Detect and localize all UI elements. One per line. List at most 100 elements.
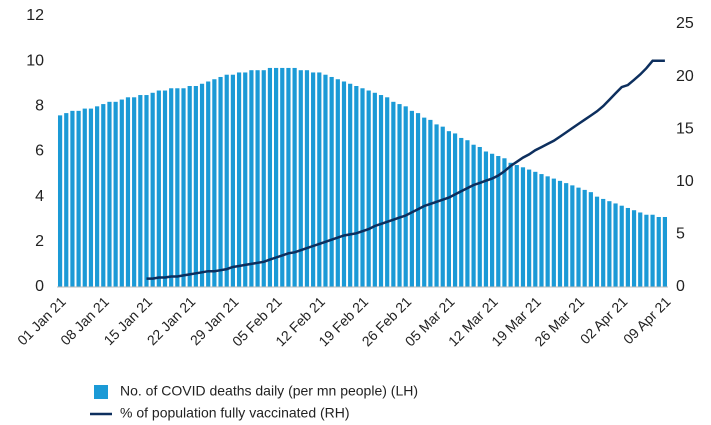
bar	[582, 189, 587, 287]
bar	[181, 88, 186, 288]
bar	[576, 187, 581, 287]
bar	[273, 67, 279, 287]
bar	[119, 99, 124, 287]
bar	[150, 92, 155, 288]
bar	[317, 72, 322, 287]
bar	[354, 86, 359, 287]
bar	[76, 110, 81, 287]
bar	[175, 88, 180, 288]
legend-label: No. of COVID deaths daily (per mn people…	[120, 383, 418, 399]
bar	[144, 95, 149, 288]
bar	[650, 214, 655, 287]
y2-tick-label: 20	[676, 68, 694, 85]
bar	[533, 171, 538, 287]
bar	[638, 212, 643, 287]
bar	[514, 165, 519, 287]
bar	[588, 192, 593, 287]
bar	[64, 113, 69, 287]
bar	[422, 117, 427, 287]
bar	[193, 86, 198, 287]
bar	[280, 67, 285, 287]
bar	[88, 108, 94, 287]
bar	[508, 162, 513, 287]
y2-tick-label: 5	[676, 226, 685, 243]
bar	[378, 95, 384, 288]
y-tick-label: 2	[35, 233, 44, 250]
bar	[662, 216, 668, 287]
bar	[644, 214, 649, 287]
bar	[360, 88, 365, 288]
y2-tick-label: 25	[676, 15, 694, 32]
bar	[483, 151, 489, 287]
bar	[113, 101, 118, 287]
bar	[199, 83, 205, 287]
bar	[236, 72, 242, 287]
bar	[292, 67, 297, 287]
bar	[341, 81, 347, 287]
bar	[335, 79, 340, 287]
bar	[286, 67, 291, 287]
bar	[397, 104, 402, 287]
bar	[594, 196, 600, 287]
bar	[101, 104, 106, 287]
x-tick-label: 09 Apr 21	[620, 293, 674, 347]
y-tick-label: 10	[26, 52, 44, 69]
bar	[169, 88, 174, 288]
bar	[607, 201, 612, 287]
bar	[348, 83, 353, 287]
bar	[138, 95, 143, 288]
bar	[564, 183, 569, 287]
bar	[459, 137, 464, 287]
bar	[656, 216, 661, 287]
bar	[243, 72, 248, 287]
bar	[70, 110, 75, 287]
bar	[625, 207, 630, 287]
y2-tick-label: 15	[676, 120, 694, 137]
bar	[631, 210, 637, 287]
bar	[206, 81, 211, 287]
bar	[372, 92, 377, 288]
bar	[452, 133, 458, 287]
bar	[95, 106, 100, 287]
bar	[465, 140, 470, 287]
bar	[249, 70, 254, 287]
bar	[230, 74, 235, 287]
bar	[557, 180, 563, 287]
bar	[218, 76, 223, 287]
bar	[520, 167, 526, 287]
bar	[403, 106, 408, 287]
bar	[391, 101, 396, 287]
bar	[162, 90, 168, 288]
y2-tick-label: 0	[676, 278, 685, 295]
bar	[132, 97, 137, 287]
bar	[440, 126, 445, 288]
y-tick-label: 6	[35, 143, 44, 160]
bar	[156, 90, 161, 288]
y-tick-label: 0	[35, 278, 44, 295]
y-tick-label: 12	[26, 7, 44, 24]
bar	[601, 198, 606, 287]
bar	[619, 205, 624, 287]
bar	[323, 74, 328, 287]
bar	[224, 74, 229, 287]
bar	[613, 203, 618, 287]
y-tick-label: 8	[35, 98, 44, 115]
bar	[409, 110, 414, 287]
bar	[545, 176, 550, 287]
bar	[471, 144, 476, 287]
bar	[539, 174, 544, 287]
bar	[107, 101, 112, 287]
bar	[212, 79, 217, 287]
y2-tick-label: 10	[676, 173, 694, 190]
bar	[298, 70, 303, 287]
bar	[261, 70, 266, 287]
bar	[304, 70, 310, 287]
y-tick-label: 4	[35, 188, 44, 205]
bar	[366, 90, 371, 288]
bar	[502, 158, 507, 287]
line	[146, 59, 665, 280]
legend-swatch	[94, 385, 108, 399]
bar	[385, 97, 390, 287]
bar	[187, 86, 192, 287]
